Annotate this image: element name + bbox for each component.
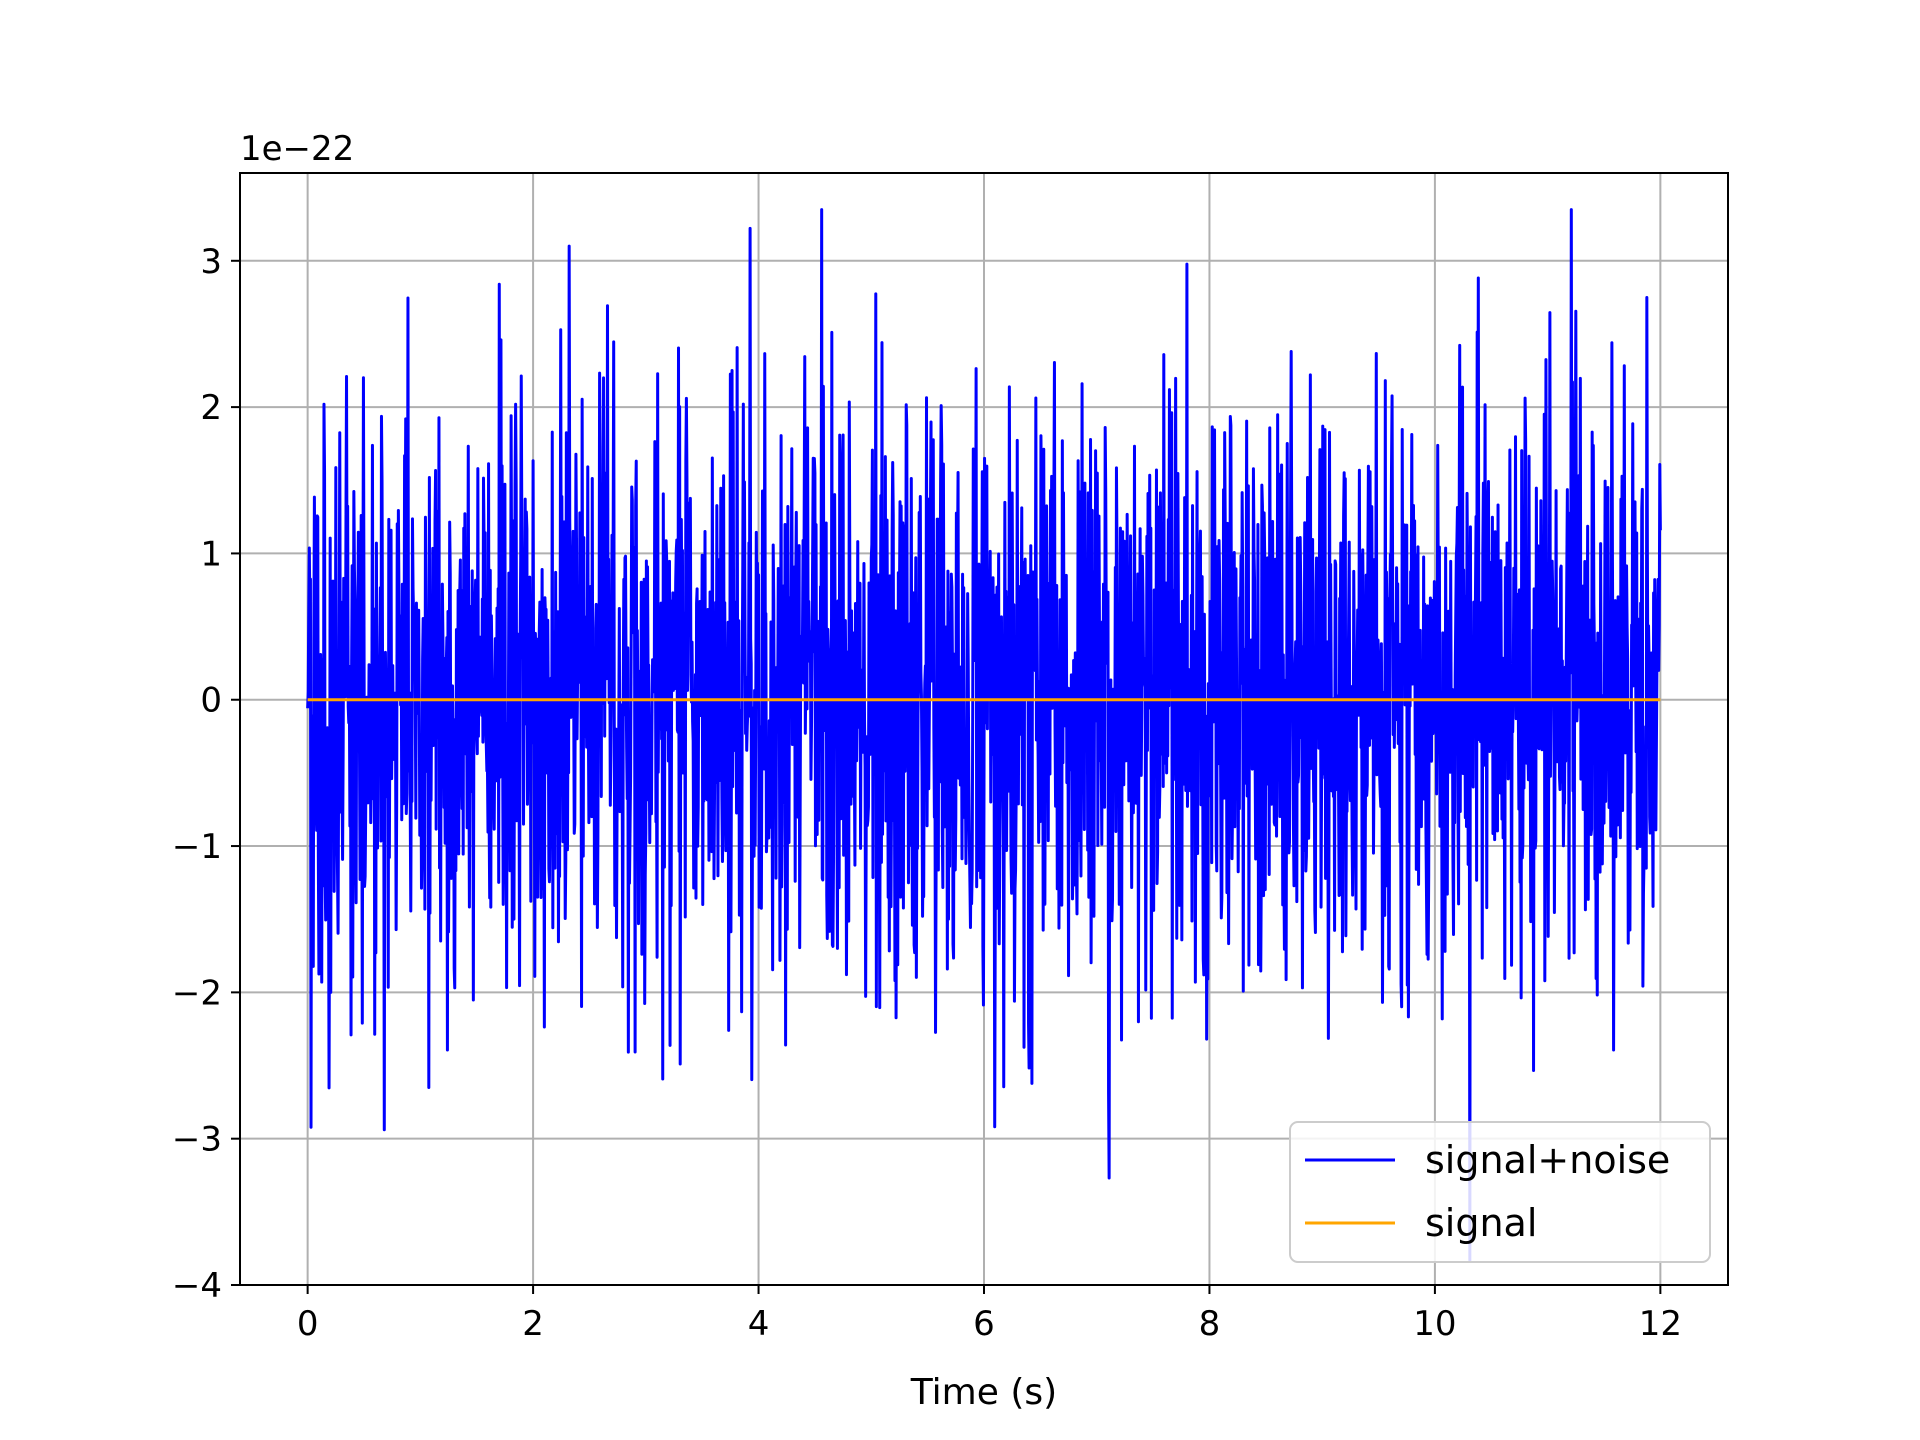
series-line-signal-noise	[306, 208, 1662, 1262]
x-tick-label: 10	[1413, 1304, 1456, 1344]
y-tick-label: −2	[172, 973, 222, 1013]
x-axis: 0 2 4 6 8 10 12	[297, 1285, 1682, 1344]
x-tick-label: 0	[297, 1304, 319, 1344]
y-tick-label: −4	[172, 1266, 222, 1306]
legend-label-signal-noise: signal+noise	[1425, 1138, 1670, 1182]
legend-box	[1289, 1121, 1711, 1263]
y-tick-label: 0	[200, 681, 222, 721]
y-scale-offset-label: 1e−22	[240, 129, 354, 169]
y-tick-label: 2	[200, 388, 222, 428]
x-axis-label: Time (s)	[910, 1372, 1057, 1413]
y-axis: −4 −3 −2 −1 0 1 2 3	[172, 242, 240, 1306]
y-tick-label: 1	[200, 534, 222, 574]
y-tick-label: −3	[172, 1120, 222, 1160]
x-tick-label: 4	[748, 1304, 770, 1344]
legend: signal+noise signal	[1289, 1121, 1711, 1263]
x-tick-label: 8	[1199, 1304, 1221, 1344]
y-tick-label: 3	[200, 242, 222, 282]
x-tick-label: 12	[1639, 1304, 1682, 1344]
legend-label-signal: signal	[1425, 1201, 1537, 1245]
x-tick-label: 2	[522, 1304, 544, 1344]
series-layer	[306, 208, 1662, 1262]
x-tick-label: 6	[973, 1304, 995, 1344]
y-tick-label: −1	[172, 827, 222, 867]
